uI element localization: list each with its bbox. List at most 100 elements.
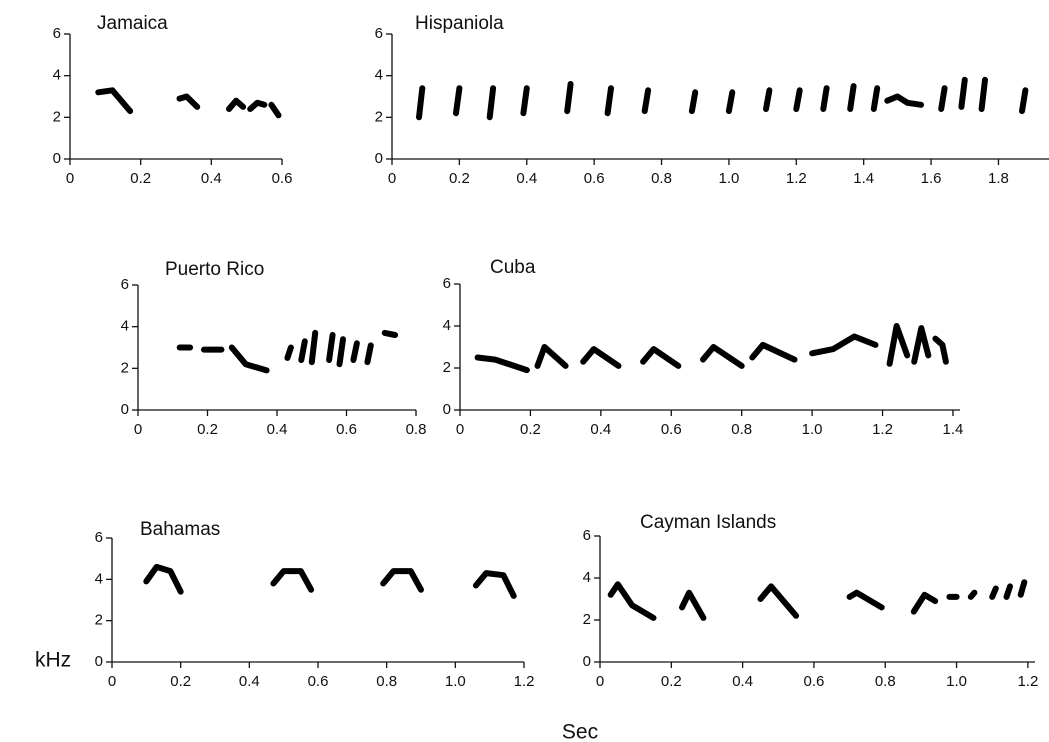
x-tick-label: 0 (388, 170, 396, 187)
syllable (763, 87, 773, 112)
y-tick-label: 6 (443, 275, 451, 292)
x-tick-label: 1.4 (853, 170, 874, 187)
y-tick-label: 6 (583, 527, 591, 544)
syllable (886, 323, 911, 367)
syllable (284, 344, 294, 361)
y-tick-label: 6 (53, 25, 61, 42)
y-tick-label: 4 (53, 67, 61, 84)
x-tick-label: 0.2 (661, 673, 682, 690)
x-tick-label: 0.6 (336, 421, 357, 438)
x-tick-label: 0 (596, 673, 604, 690)
syllable (326, 332, 336, 363)
syllable (846, 589, 885, 611)
syllable (381, 329, 399, 338)
x-tick-label: 0 (66, 170, 74, 187)
syllable (978, 76, 988, 112)
syllable (910, 591, 939, 615)
syllable (1019, 87, 1029, 115)
syllable (336, 336, 346, 368)
y-tick-label: 2 (53, 108, 61, 125)
syllable (95, 87, 134, 115)
syllable (870, 85, 881, 112)
syllable (472, 570, 517, 599)
syllable (938, 85, 948, 112)
x-tick-label: 0.4 (516, 170, 537, 187)
y-tick-label: 4 (443, 317, 451, 334)
syllable (176, 93, 201, 110)
syllable (604, 85, 614, 117)
x-tick-label: 1.4 (943, 421, 964, 438)
y-tick-label: 2 (443, 359, 451, 376)
x-tick-label: 0.8 (376, 673, 397, 690)
syllable (380, 568, 424, 593)
y-tick-label: 2 (583, 611, 591, 628)
syllable (364, 342, 374, 366)
syllable (298, 338, 308, 363)
syllable (847, 83, 857, 112)
syllable (350, 340, 360, 363)
x-tick-label: 0.8 (406, 421, 427, 438)
syllable (226, 97, 247, 112)
x-tick-label: 0.6 (584, 170, 605, 187)
syllable (270, 568, 315, 593)
x-tick-label: 0.4 (732, 673, 753, 690)
syllable (725, 89, 736, 115)
x-tick-label: 1.0 (946, 673, 967, 690)
x-tick-label: 0.4 (590, 421, 611, 438)
x-tick-label: 1.2 (514, 673, 535, 690)
x-tick-label: 1.2 (786, 170, 807, 187)
x-axis-label: Sec (562, 721, 598, 742)
x-tick-label: 1.2 (1017, 673, 1038, 690)
syllable (453, 85, 463, 117)
syllable (989, 585, 999, 600)
y-tick-label: 2 (375, 108, 383, 125)
syllable (641, 87, 652, 115)
syllable (749, 341, 798, 363)
syllable (884, 93, 924, 108)
y-tick-label: 2 (95, 612, 103, 629)
x-tick-label: 0.2 (197, 421, 218, 438)
x-tick-label: 0.6 (308, 673, 329, 690)
syllable (416, 85, 426, 121)
y-tick-label: 2 (121, 359, 129, 376)
syllable (564, 81, 574, 115)
x-tick-label: 1.0 (802, 421, 823, 438)
panel-title: Cuba (490, 257, 536, 278)
y-tick-label: 4 (95, 570, 103, 587)
syllable (247, 99, 268, 112)
x-tick-label: 0.8 (875, 673, 896, 690)
x-tick-label: 1.0 (445, 673, 466, 690)
x-tick-label: 0.4 (201, 170, 222, 187)
panel-title: Jamaica (97, 13, 168, 34)
syllable (793, 87, 803, 112)
syllable (820, 85, 830, 112)
y-tick-label: 6 (121, 276, 129, 293)
panel-title: Puerto Rico (165, 259, 264, 280)
panel-title: Hispaniola (415, 13, 504, 34)
syllable (932, 335, 949, 365)
panel-title: Bahamas (140, 519, 220, 540)
x-tick-label: 0 (134, 421, 142, 438)
x-tick-label: 0 (456, 421, 464, 438)
x-tick-label: 0.6 (661, 421, 682, 438)
syllable (520, 85, 530, 117)
y-tick-label: 4 (375, 67, 383, 84)
y-tick-label: 0 (583, 653, 591, 670)
y-tick-label: 6 (95, 529, 103, 546)
x-tick-label: 1.6 (921, 170, 942, 187)
syllable (474, 354, 530, 374)
syllable (679, 589, 707, 621)
x-tick-label: 0.2 (170, 673, 191, 690)
syllable (308, 329, 319, 366)
syllable (911, 325, 932, 365)
syllable (967, 589, 978, 600)
x-tick-label: 0.2 (520, 421, 541, 438)
panel-title: Cayman Islands (640, 512, 776, 533)
x-tick-label: 0.4 (267, 421, 288, 438)
syllable (534, 344, 569, 369)
syllable (688, 89, 699, 115)
y-axis-label: kHz (35, 649, 71, 672)
syllable (228, 344, 270, 374)
x-tick-label: 0.2 (449, 170, 470, 187)
